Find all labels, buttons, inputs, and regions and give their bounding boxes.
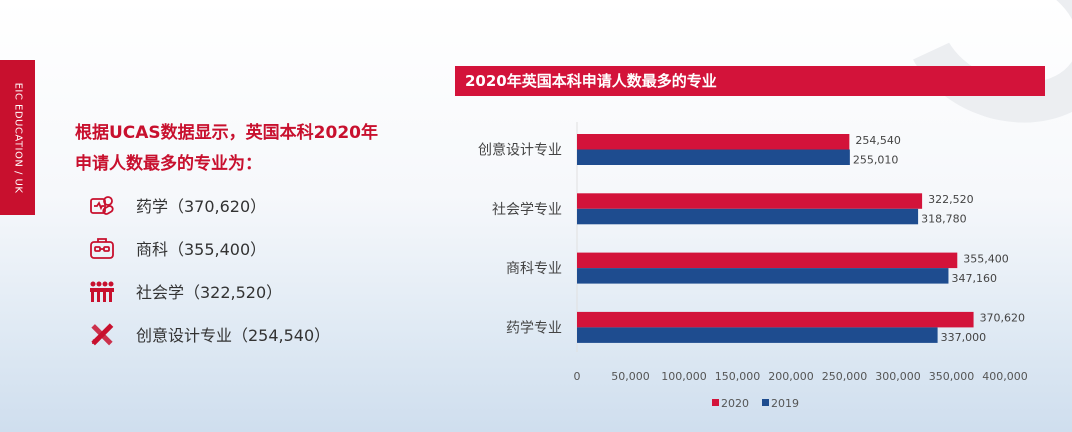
people-icon [90,281,114,302]
bar-2019 [577,268,949,284]
x-tick-label: 200,000 [768,370,814,383]
legend-swatch [762,399,769,406]
x-tick-label: 50,000 [611,370,650,383]
item-label: 药学（370,620） [136,197,267,216]
data-label: 355,400 [963,252,1009,265]
list-item: 药学（370,620） [88,190,266,220]
x-tick-label: 100,000 [661,370,707,383]
category-label: 社会学专业 [492,202,562,218]
x-tick-label: 0 [574,370,581,383]
x-tick-label: 150,000 [715,370,761,383]
item-label: 社会学（322,520） [136,283,283,302]
legend-label: 2020 [721,397,749,410]
headline-line-1: 根据UCAS数据显示，英国本科2020年 [75,123,378,143]
list-item: 商科（355,400） [88,233,266,263]
briefcase-icon [90,238,114,259]
pencil-ruler-icon [91,323,114,346]
chart-title: 2020年英国本科申请人数最多的专业 [455,66,1045,96]
legend-swatch [712,399,719,406]
data-label: 318,780 [921,213,967,226]
bar-2020 [577,193,923,209]
bar-2019 [577,149,850,165]
list-item: 创意设计专业（254,540） [88,319,330,349]
bar-2019 [577,208,919,225]
item-label: 创意设计专业（254,540） [136,326,331,345]
bar-2020 [577,134,850,150]
category-label: 商科专业 [506,261,562,277]
data-label: 370,620 [980,312,1026,325]
data-label: 347,160 [951,272,997,285]
medicine-icon [90,196,114,215]
data-label: 337,000 [941,331,987,344]
bar-2020 [577,311,974,328]
legend-label: 2019 [771,397,799,410]
item-label: 商科（355,400） [136,240,267,259]
category-label: 药学专业 [506,320,562,336]
list-item: 社会学（322,520） [88,276,282,306]
headline-line-2: 申请人数最多的专业为： [75,154,262,174]
headline: 根据UCAS数据显示，英国本科2020年 申请人数最多的专业为： [75,118,378,180]
data-label: 254,540 [855,134,901,147]
x-tick-label: 350,000 [929,370,975,383]
bar-2020 [577,252,958,269]
x-tick-label: 300,000 [875,370,921,383]
category-label: 创意设计专业 [478,142,562,159]
bar-2019 [577,327,938,343]
data-label: 322,520 [928,193,974,206]
x-tick-label: 400,000 [982,370,1028,383]
data-label: 255,010 [853,153,899,166]
x-tick-label: 250,000 [822,370,868,383]
side-tab: EIC EDUCATION / UK [0,60,35,215]
